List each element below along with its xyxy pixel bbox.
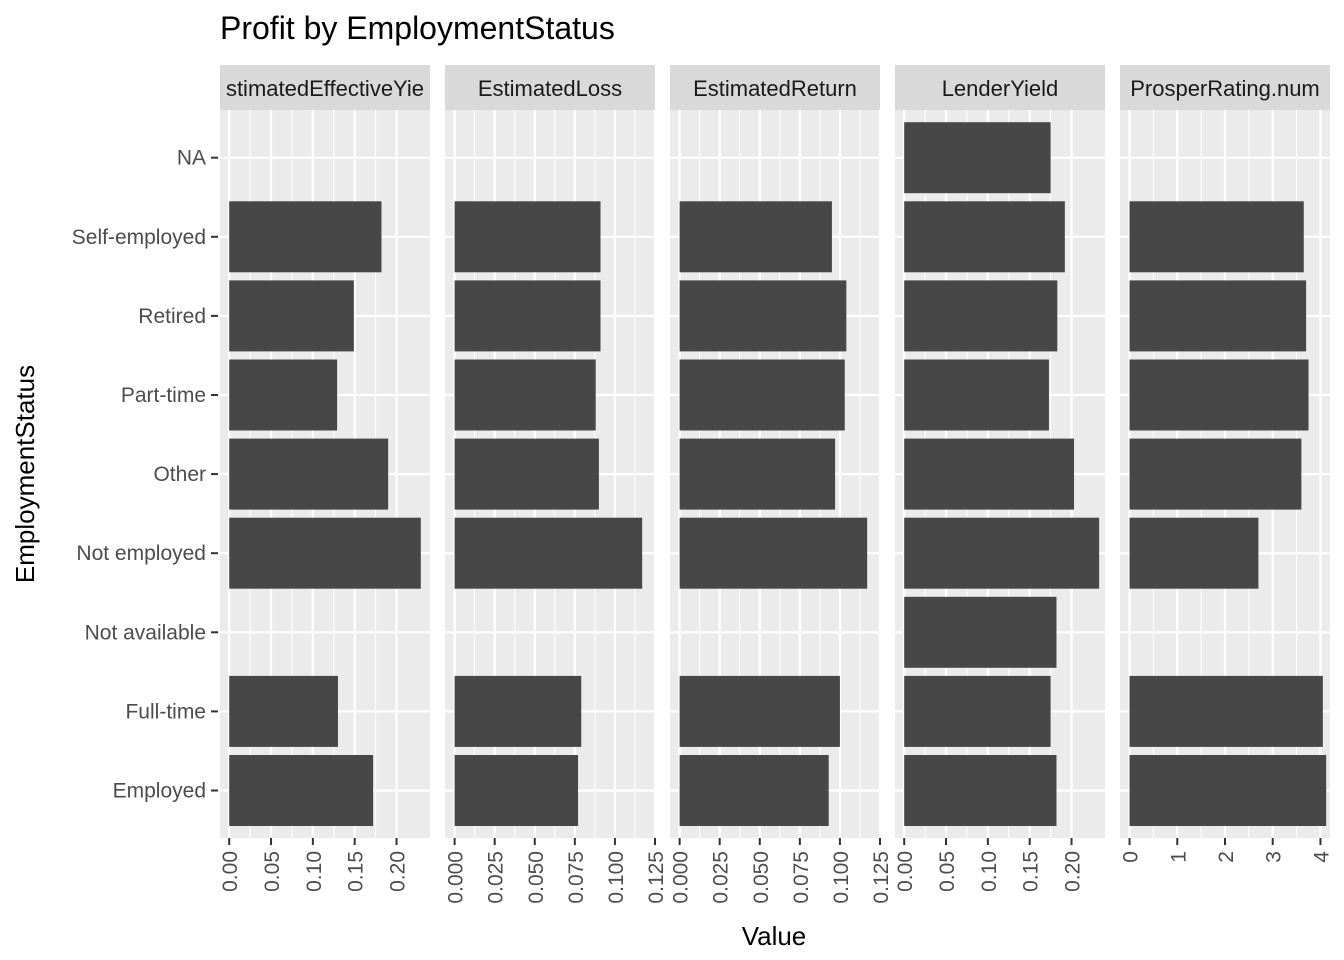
bar-lenderyield-retired: [904, 280, 1058, 352]
bar-estimatedreturn-other: [679, 438, 836, 510]
bar-lenderyield-full-time: [904, 675, 1051, 747]
bar-estimatedeffectiveyield-not-employed: [229, 517, 421, 589]
x-tick-label: 0.025: [710, 851, 733, 904]
facet-panels: stimatedEffectiveYie 0.00 0.05 0.10 0.15 0.20…: [219, 65, 1333, 904]
bar-lenderyield-employed: [904, 755, 1057, 826]
x-tick-label: 0.100: [605, 851, 628, 904]
chart-title: Profit by EmploymentStatus: [220, 10, 615, 46]
y-axis: Employed Full-time Not available Not employ…: [72, 147, 218, 803]
bar-lenderyield-not-employed: [904, 517, 1100, 589]
facet-strip-label: LenderYield: [942, 76, 1059, 101]
bar-prosperrating-num-self-employed: [1129, 201, 1304, 273]
y-tick-label-other: Other: [153, 463, 206, 486]
x-axis-title: Value: [742, 921, 807, 951]
bar-lenderyield-na: [904, 122, 1051, 194]
x-tick-label: 0.05: [261, 851, 284, 892]
x-tick-label: 4: [1310, 851, 1333, 863]
facet-strip-label: EstimatedReturn: [693, 76, 857, 101]
y-tick-label-employed: Employed: [113, 780, 206, 803]
bar-estimatedloss-retired: [454, 280, 601, 352]
bar-lenderyield-other: [904, 438, 1075, 510]
bar-estimatedreturn-not-employed: [679, 517, 868, 589]
x-tick-label: 0.20: [1062, 851, 1085, 892]
facet-estimatedreturn: EstimatedReturn 0.000 0.025 0.050 0.075 0.100…: [670, 65, 893, 904]
x-tick-label: 0.075: [790, 851, 813, 904]
y-tick-label-not-available: Not available: [85, 621, 206, 644]
x-tick-label: 0: [1120, 851, 1143, 863]
y-tick-label-part-time: Part-time: [121, 384, 206, 407]
bar-estimatedloss-other: [454, 438, 599, 510]
facet-strip-label: EstimatedLoss: [478, 76, 622, 101]
x-tick-label: 0.000: [445, 851, 468, 904]
bar-estimatedloss-not-employed: [454, 517, 643, 589]
bar-prosperrating-num-retired: [1129, 280, 1307, 352]
x-tick-label: 0.125: [645, 851, 668, 904]
x-tick-label: 0.050: [525, 851, 548, 904]
bar-prosperrating-num-full-time: [1129, 675, 1323, 747]
x-tick-label: 0.10: [978, 851, 1001, 892]
facet-strip: [1120, 65, 1330, 110]
x-tick-label: 0.00: [219, 851, 242, 892]
x-tick-label: 0.20: [387, 851, 410, 892]
bar-estimatedreturn-employed: [679, 755, 829, 826]
x-tick-label: 0.05: [936, 851, 959, 892]
y-tick-label-full-time: Full-time: [125, 700, 206, 723]
facet-strip-label: stimatedEffectiveYie: [226, 76, 424, 101]
bar-estimatedloss-employed: [454, 755, 579, 826]
bar-estimatedreturn-part-time: [679, 359, 845, 431]
facet-estimatedloss: EstimatedLoss 0.000 0.025 0.050 0.075 0.100 0.…: [445, 65, 668, 904]
x-tick-label: 0.15: [1020, 851, 1043, 892]
x-tick-label: 0.10: [303, 851, 326, 892]
x-tick-label: 0.050: [750, 851, 773, 904]
facet-lenderyield: LenderYield 0.00 0.05 0.10 0.15 0.20: [894, 65, 1105, 892]
facet-strip: [220, 65, 430, 110]
facet-strip-label: ProsperRating.num: [1130, 76, 1320, 101]
x-tick-label: 2: [1215, 851, 1238, 863]
x-tick-label: 0.125: [870, 851, 893, 904]
bar-prosperrating-num-not-employed: [1129, 517, 1259, 589]
bar-estimatedreturn-full-time: [679, 675, 840, 747]
bar-lenderyield-not-available: [904, 596, 1057, 668]
bar-lenderyield-part-time: [904, 359, 1049, 431]
bar-lenderyield-self-employed: [904, 201, 1065, 273]
bar-estimatedreturn-self-employed: [679, 201, 832, 273]
bar-estimatedloss-part-time: [454, 359, 596, 431]
facet-estimatedeffectiveyield: stimatedEffectiveYie 0.00 0.05 0.10 0.15 0.20: [219, 65, 430, 892]
bar-estimatedreturn-retired: [679, 280, 847, 352]
bar-prosperrating-num-part-time: [1129, 359, 1309, 431]
x-tick-label: 0.100: [830, 851, 853, 904]
y-tick-label-na: NA: [177, 147, 206, 170]
facet-strip: [670, 65, 880, 110]
x-tick-label: 0.000: [670, 851, 693, 904]
bar-estimatedeffectiveyield-part-time: [229, 359, 338, 431]
x-tick-label: 0.00: [894, 851, 917, 892]
y-tick-label-self-employed: Self-employed: [72, 226, 206, 249]
bar-estimatedloss-full-time: [454, 675, 582, 747]
bar-estimatedeffectiveyield-other: [229, 438, 389, 510]
x-tick-label: 1: [1167, 851, 1190, 863]
bar-estimatedeffectiveyield-employed: [229, 755, 374, 826]
y-axis-title: EmploymentStatus: [10, 365, 40, 583]
x-tick-label: 0.15: [345, 851, 368, 892]
x-tick-label: 3: [1263, 851, 1286, 863]
bar-estimatedloss-self-employed: [454, 201, 601, 273]
bar-prosperrating-num-employed: [1129, 755, 1327, 826]
y-tick-label-retired: Retired: [138, 305, 206, 328]
facet-prosperrating-num: ProsperRating.num 0 1 2 3 4: [1120, 65, 1333, 863]
x-tick-label: 0.025: [485, 851, 508, 904]
y-tick-label-not-employed: Not employed: [76, 542, 206, 565]
facet-strip: [895, 65, 1105, 110]
facet-strip: [445, 65, 655, 110]
x-tick-label: 0.075: [565, 851, 588, 904]
bar-estimatedeffectiveyield-full-time: [229, 675, 338, 747]
bar-prosperrating-num-other: [1129, 438, 1302, 510]
bar-estimatedeffectiveyield-self-employed: [229, 201, 382, 273]
bar-estimatedeffectiveyield-retired: [229, 280, 354, 352]
